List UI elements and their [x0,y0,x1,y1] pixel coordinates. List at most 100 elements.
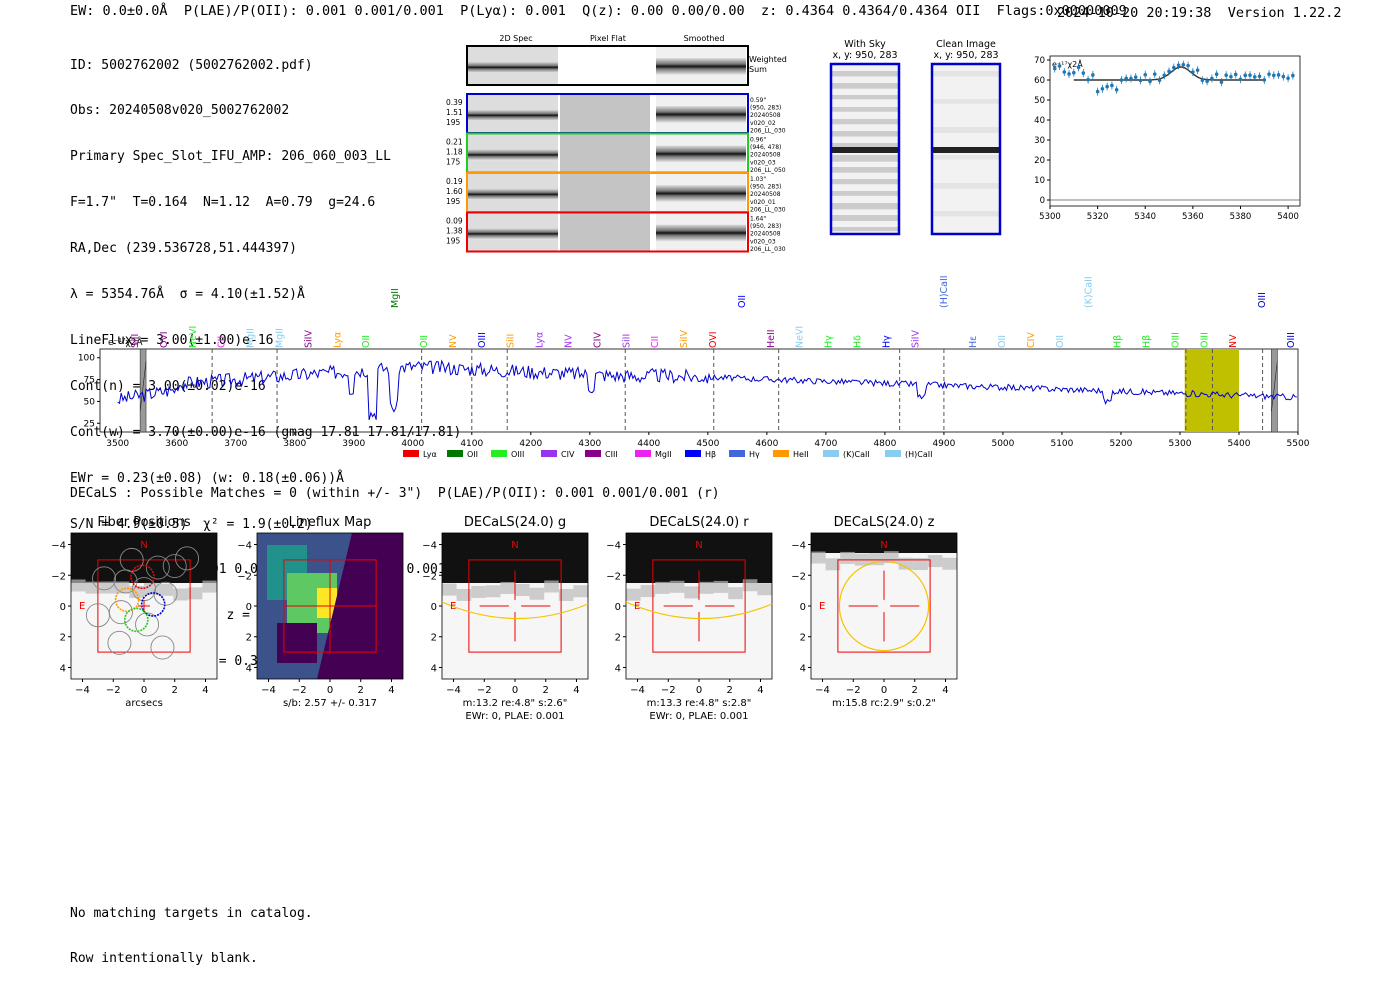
spectrum-line-label: OII [997,335,1008,348]
image-edge-block [515,583,530,596]
east-label: E [79,601,85,612]
cutout-band [656,58,746,75]
panel-ytick-label: 4 [60,663,66,674]
image-edge-block [742,579,758,592]
header-z: z: 0.4364 0.4364/0.4364 OII [760,3,981,19]
header-bar: EW: 0.0±0.0Å P(LAE)/P(OII): 0.001 0.001/… [70,3,1127,19]
sky-stripe [933,71,999,77]
image-edge-block [442,583,457,596]
panel-xtick-label: −4 [261,685,276,696]
footer-line: No matching targets in catalog. [70,906,313,921]
spectrum-xtick-label: 3900 [342,439,365,449]
cutout-left-stat: 0.39 [446,98,463,107]
spectrum-xtick-label: 5400 [1228,439,1251,449]
legend-label: OII [467,450,478,459]
spectrum-masked-region [1271,348,1278,433]
zoom-data-point [1267,72,1271,76]
zoom-data-point [1214,72,1219,77]
cutout-right-stat: v020_01 [750,199,776,206]
panel-xtick-label: −4 [446,685,461,696]
cutout-left-stat: 195 [446,197,461,206]
spectrum-xtick-label: 4400 [637,439,660,449]
zoom-ytick-label: 50 [1034,96,1045,106]
panel-caption: EWr: 0, PLAE: 0.001 [649,711,748,722]
image-edge-block [898,557,914,570]
legend-swatch [823,450,839,457]
source-ellipse [838,560,930,652]
zoom-data-point [1205,79,1209,84]
spectrum-line-label: MgII [390,288,401,308]
spectrum-masked-region [139,348,147,433]
panel-ytick-label: 2 [800,633,806,644]
spectrum-flux-curve [117,359,1297,421]
panel-xtick-label: 2 [727,685,733,696]
image-edge-block [558,588,574,601]
sky-panel-coords: x, y: 950, 283 [933,50,998,61]
image-edge-block [471,585,486,598]
panel-title: DECaLS(24.0) r [649,515,749,530]
zoom-data-point [1062,70,1067,74]
image-edge-block [840,551,855,564]
sky-stripe [832,119,898,125]
cutout-band [656,145,746,163]
cutout-col-header: Smoothed [684,34,725,43]
weighted-sum-frame [466,45,749,86]
legend-label: (K)CaII [843,450,870,459]
cutout-right-stat: (950, 283) [750,105,781,112]
zoom-data-point [1114,88,1119,92]
panel-ytick-label: 0 [60,602,66,613]
panel-caption: arcsecs [125,698,163,709]
panel-xtick-label: 4 [573,685,579,696]
cutout-left-stat: 0.09 [446,217,463,226]
spectrum-line-label: NeVI [188,326,199,348]
zoom-data-point [1195,68,1200,72]
cutout-band [656,224,746,242]
image-edge-block [544,580,559,593]
panel-ytick-label: 0 [431,602,437,613]
panel-xtick-label: 0 [512,685,518,696]
cutout-left-stat: 175 [446,158,461,167]
zoom-xtick-label: 5400 [1277,212,1299,222]
spectrum-xtick-label: 5500 [1287,439,1310,449]
spectrum-xtick-label: 3600 [165,439,188,449]
panel-ytick-label: −2 [422,571,437,582]
panel-xtick-label: −2 [477,685,492,696]
spectrum-ytick-label: 25 [84,419,95,429]
spectrum-ytick-label: 100 [78,354,95,364]
info-line: LineFlux = 3.00(±1.00)e-16 [70,332,274,348]
image-edge-block [825,558,841,571]
cutout-pixelflat [560,134,650,172]
zoom-data-point [1072,70,1076,75]
panel-ytick-label: 4 [431,663,437,674]
panel-ytick-label: −4 [51,541,66,552]
panel-xtick-label: 4 [942,685,948,696]
panel-ytick-label: −2 [51,571,66,582]
zoom-data-point [1224,73,1228,77]
spectrum-line-label: NV [448,334,459,348]
spectrum-line-label: Hε [968,336,979,348]
cutout-right-stat: (950, 283) [750,184,781,191]
spectrum-xtick-label: 5200 [1110,439,1133,449]
sky-stripe [933,183,999,189]
legend-label: HeII [793,450,809,459]
cutout-left-stat: 0.19 [446,177,463,186]
sky-line-band [832,147,898,153]
cutout-left-stat: 195 [446,237,461,246]
cutout-right-stat: 1.64" [750,216,766,223]
zoom-ytick-label: 30 [1034,136,1045,146]
cutout-pixelflat [560,174,650,211]
spectrum-xtick-label: 4600 [755,439,778,449]
zoom-data-point [1272,73,1276,78]
legend-label: Lyα [423,450,437,459]
panel-xtick-label: 0 [881,685,887,696]
spectrum-line-label: Hδ [853,335,864,348]
image-edge-block [669,580,685,593]
spectrum-line-label: OIII [1170,332,1181,348]
cutout-right-stat: v020_03 [750,159,776,166]
zoom-data-point [1157,78,1162,83]
image-edge-block [728,587,743,600]
spectrum-axes-frame [99,348,1299,433]
spectrum-line-label: SiIV [910,330,921,348]
